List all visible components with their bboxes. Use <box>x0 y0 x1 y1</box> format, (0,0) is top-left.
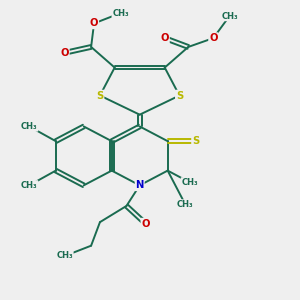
Text: N: N <box>136 180 144 190</box>
Text: CH₃: CH₃ <box>21 181 38 190</box>
Text: S: S <box>176 91 183 100</box>
Text: CH₃: CH₃ <box>21 122 38 131</box>
Text: O: O <box>160 33 169 43</box>
Text: CH₃: CH₃ <box>177 200 194 209</box>
Text: CH₃: CH₃ <box>112 9 129 18</box>
Text: O: O <box>60 48 69 58</box>
Text: CH₃: CH₃ <box>221 11 238 20</box>
Text: O: O <box>90 18 98 28</box>
Text: S: S <box>96 91 103 100</box>
Text: O: O <box>141 219 150 229</box>
Text: CH₃: CH₃ <box>182 178 198 187</box>
Text: CH₃: CH₃ <box>56 251 73 260</box>
Text: O: O <box>209 33 218 43</box>
Text: S: S <box>192 136 199 146</box>
